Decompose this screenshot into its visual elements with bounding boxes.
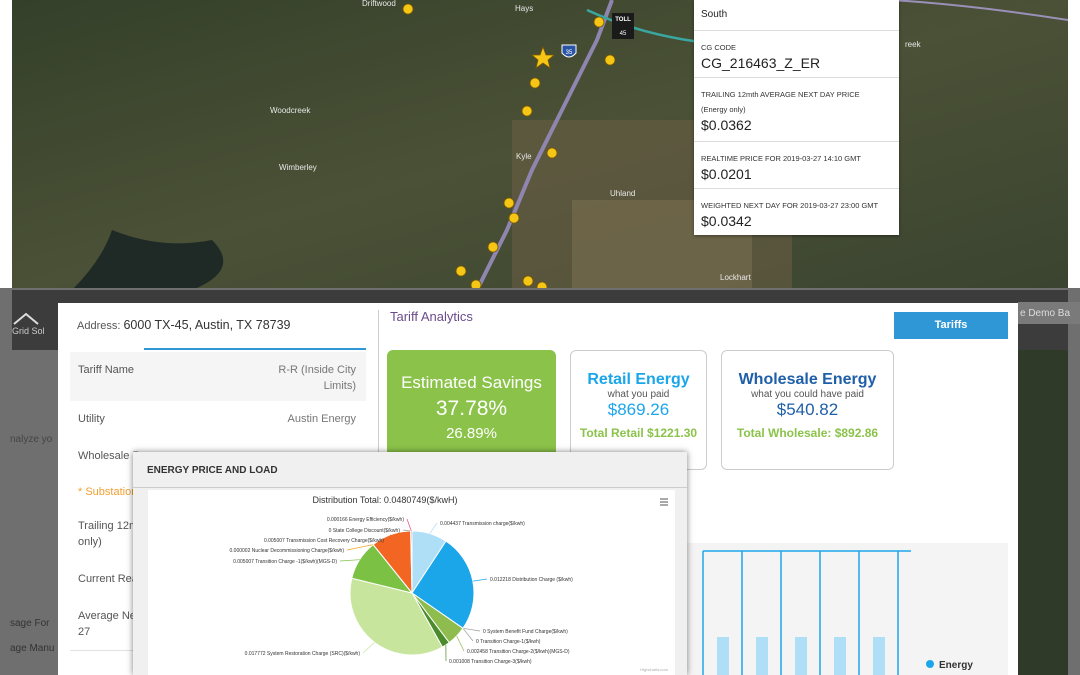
slice-label: 0.012218 Distribution Charge ($/kwh) <box>490 577 573 583</box>
savings-title: Estimated Savings <box>401 373 542 392</box>
toll-number: 45 <box>620 31 627 37</box>
map-label: Hays <box>515 4 533 13</box>
field-value: $0.0201 <box>701 166 752 182</box>
leader-line <box>402 529 411 532</box>
leader-line <box>456 635 465 652</box>
slice-label: 0.004437 Transmission charge($/kwh) <box>440 521 525 527</box>
wholesale-card: Wholesale Energy what you could have pai… <box>721 350 894 470</box>
retail-subtitle: what you paid <box>607 389 670 400</box>
pie-slice <box>411 540 475 630</box>
divider <box>694 188 899 189</box>
field-value: $0.0342 <box>701 213 752 229</box>
popup-title: ENERGY PRICE AND LOAD <box>147 465 278 476</box>
analytics-title: Tariff Analytics <box>390 309 473 324</box>
chart-title: Distribution Total: 0.0480749($/kwH) <box>313 495 458 505</box>
field-value: $0.0362 <box>701 117 752 133</box>
slice-label: 0.002458 Transition Charge-2($/kwh)(MGS-… <box>467 649 570 655</box>
address-label: Address: 6000 TX-45, Austin, TX 78739 <box>77 318 291 332</box>
divider <box>694 141 899 142</box>
info-panel: South CG CODE CG_216463_Z_ER TRAILING 12mt… <box>694 0 899 235</box>
slice-label: 0.005007 Transmission Cost Recovery Char… <box>264 538 384 544</box>
savings-card: Estimated Savings 37.78% 26.89% <box>387 350 556 470</box>
legend-label: Energy <box>939 660 973 671</box>
leader-line <box>429 522 438 534</box>
leader-line <box>386 534 392 541</box>
wholesale-title: Wholesale Energy <box>738 371 877 388</box>
map-label: Uhland <box>610 189 635 198</box>
map-label: Lockhart <box>720 273 751 282</box>
side-text: nalyze yo <box>10 434 53 445</box>
retail-title: Retail Energy <box>587 371 690 388</box>
row-value: Austin Energy <box>287 413 356 425</box>
leader-line <box>362 642 375 654</box>
map[interactable]: 35 TOLL 45 Driftwood Hays Woodcreek Wimberl… <box>12 0 1068 290</box>
map-label: reek <box>905 40 922 49</box>
wholesale-subtitle: what you could have paid <box>751 389 864 400</box>
side-text: age Manu <box>10 643 55 654</box>
savings-secondary: 26.89% <box>446 425 497 442</box>
map-label: Wimberley <box>279 163 317 172</box>
leader-line <box>462 627 481 632</box>
row-key: * Substation <box>78 486 138 498</box>
demo-text: e Demo Ba <box>1020 308 1071 319</box>
slice-label: 0.000002 Nuclear Decommissioning Charge(… <box>230 548 345 554</box>
leader-line <box>472 578 488 582</box>
slice-label: 0.017772 System Restoration Charge (SRC)… <box>245 651 361 657</box>
leader-line <box>339 559 360 562</box>
map-label: Woodcreek <box>270 106 311 115</box>
retail-amount: $869.26 <box>607 400 670 419</box>
slice-label: 0.005007 Transition Charge -1($/kwh)(MGS… <box>233 559 337 565</box>
field-label: CG CODE <box>701 43 737 52</box>
row-value: R-R (Inside City Limits) <box>278 364 356 392</box>
wholesale-total: Total Wholesale: $892.86 <box>736 426 879 440</box>
zone-value: South <box>701 9 728 20</box>
retail-total: Total Retail $1221.30 <box>579 426 698 440</box>
row-key: Current Rea <box>78 573 138 585</box>
row-key: Wholesale R <box>78 450 141 462</box>
pie-chart: Distribution Total: 0.0480749($/kwH) Hig… <box>148 490 675 675</box>
chart-credit: Highcharts.com <box>640 667 668 672</box>
toll-label: TOLL <box>615 17 631 23</box>
field-value: CG_216463_Z_ER <box>701 55 821 71</box>
divider <box>694 30 899 31</box>
leader-line <box>346 544 374 551</box>
map-label: Kyle <box>516 152 532 161</box>
leader-line <box>406 518 412 532</box>
divider <box>694 77 899 78</box>
savings-primary: 37.78% <box>435 397 508 420</box>
map-label: Driftwood <box>362 0 396 8</box>
brand: Grid Sol <box>12 326 45 336</box>
field-label: TRAILING 12mth AVERAGE NEXT DAY PRICE (E… <box>701 90 860 114</box>
table-row: Tariff Name R-R (Inside City Limits) <box>70 352 366 402</box>
tariffs-button[interactable]: Tariffs <box>894 312 1008 339</box>
pie-slice <box>410 530 413 594</box>
wholesale-amount: $540.82 <box>776 400 839 419</box>
side-text: sage For <box>10 618 50 629</box>
field-label: WEIGHTED NEXT DAY FOR 2019-03-27 23:00 G… <box>701 201 879 210</box>
table-row: Utility Austin Energy <box>70 401 366 439</box>
slice-label: 0.001008 Transition Charge-3($/kwh) <box>449 659 532 665</box>
slice-label: 0 Transition Charge-1($/kwh) <box>476 639 541 645</box>
interstate-shield: 35 <box>566 50 573 56</box>
load-chart: Energy <box>687 543 1008 675</box>
slice-label: 0 System Benefit Fund Charge($/kwh) <box>483 629 568 635</box>
retail-card: Retail Energy what you paid $869.26 Tota… <box>570 350 707 470</box>
row-key: Utility <box>78 413 105 425</box>
leader-line <box>462 628 474 642</box>
field-label: REALTIME PRICE FOR 2019-03-27 14:10 GMT <box>701 154 861 163</box>
slice-label: 0 State College Discount($/kwh) <box>329 528 401 534</box>
slice-label: 0.000166 Energy Efficiency($/kwh) <box>327 517 405 523</box>
pie-slice <box>349 577 444 656</box>
row-key: Tariff Name <box>78 364 135 376</box>
address-value: 6000 TX-45, Austin, TX 78739 <box>123 318 291 332</box>
